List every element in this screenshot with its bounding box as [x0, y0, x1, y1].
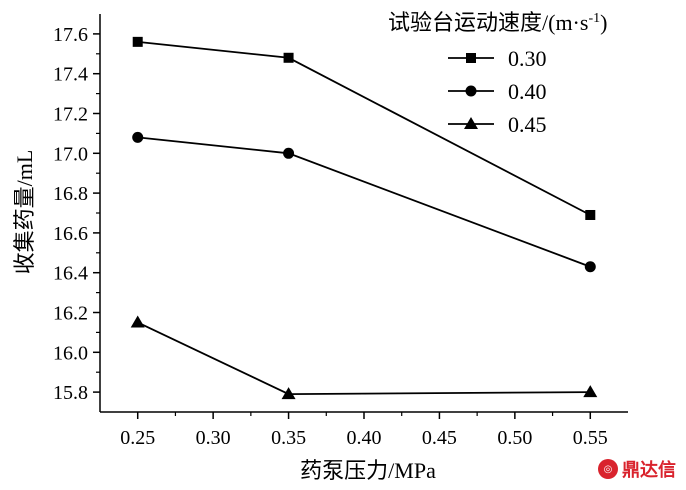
- y-tick-label: 16.8: [53, 183, 88, 205]
- series-layer: [130, 36, 598, 400]
- y-tick-label: 16.4: [53, 263, 88, 285]
- watermark-text: 鼎达信: [622, 460, 676, 481]
- data-point: [281, 387, 296, 400]
- series-line: [137, 136, 591, 268]
- y-tick-label: 16.0: [53, 342, 88, 364]
- series-0.30: [132, 36, 596, 220]
- y-tick-label: 17.4: [53, 64, 88, 86]
- y-tick-label: 16.2: [53, 303, 88, 325]
- legend-marker: [466, 53, 476, 63]
- series-line: [137, 321, 591, 395]
- legend-label: 0.30: [508, 46, 547, 71]
- data-point: [584, 261, 596, 273]
- legend: 0.30 0.40 0.45: [448, 46, 547, 137]
- y-tick-label: 17.2: [53, 104, 88, 126]
- x-axis-title: 药泵压力/MPa: [300, 458, 436, 483]
- y-tick-label: 15.8: [53, 382, 88, 404]
- legend-title: 试验台运动速度/(m·s-1): [388, 10, 607, 35]
- x-tick-label: 0.35: [271, 427, 306, 449]
- legend-label: 0.40: [508, 79, 547, 104]
- x-tick-label: 0.50: [497, 427, 532, 449]
- logo-icon: ◎: [598, 459, 618, 479]
- x-axis: 0.25 0.30 0.35 0.40 0.45 0.50 0.55: [120, 412, 608, 449]
- x-tick-label: 0.30: [196, 427, 231, 449]
- legend-title-end: ): [600, 10, 607, 35]
- plot-frame: [99, 14, 628, 413]
- y-tick-label: 17.6: [53, 24, 88, 46]
- data-point: [130, 315, 145, 328]
- data-point: [132, 131, 144, 143]
- data-point: [583, 385, 598, 398]
- legend-marker: [464, 117, 478, 129]
- legend-marker: [465, 85, 477, 97]
- legend-label: 0.45: [508, 112, 547, 137]
- series-0.45: [130, 315, 598, 400]
- data-point: [585, 209, 596, 220]
- y-axis-title: 收集药量/mL: [12, 150, 37, 275]
- data-point: [132, 36, 143, 47]
- series-0.40: [132, 131, 596, 273]
- x-tick-label: 0.45: [422, 427, 457, 449]
- watermark: ◎ 鼎达信: [598, 456, 676, 482]
- y-axis: 15.8 16.0 16.2 16.4 16.6 16.8 17.0 17.2 17.4 17.6: [53, 24, 100, 404]
- x-tick-label: 0.40: [347, 427, 382, 449]
- legend-title-sup: -1: [588, 11, 600, 26]
- legend-title-main: 试验台运动速度/(m·s: [388, 10, 588, 35]
- y-tick-label: 16.6: [53, 223, 88, 245]
- data-point: [283, 52, 294, 63]
- x-tick-label: 0.25: [120, 427, 155, 449]
- x-tick-label: 0.55: [573, 427, 608, 449]
- y-tick-label: 17.0: [53, 143, 88, 165]
- data-point: [283, 147, 295, 159]
